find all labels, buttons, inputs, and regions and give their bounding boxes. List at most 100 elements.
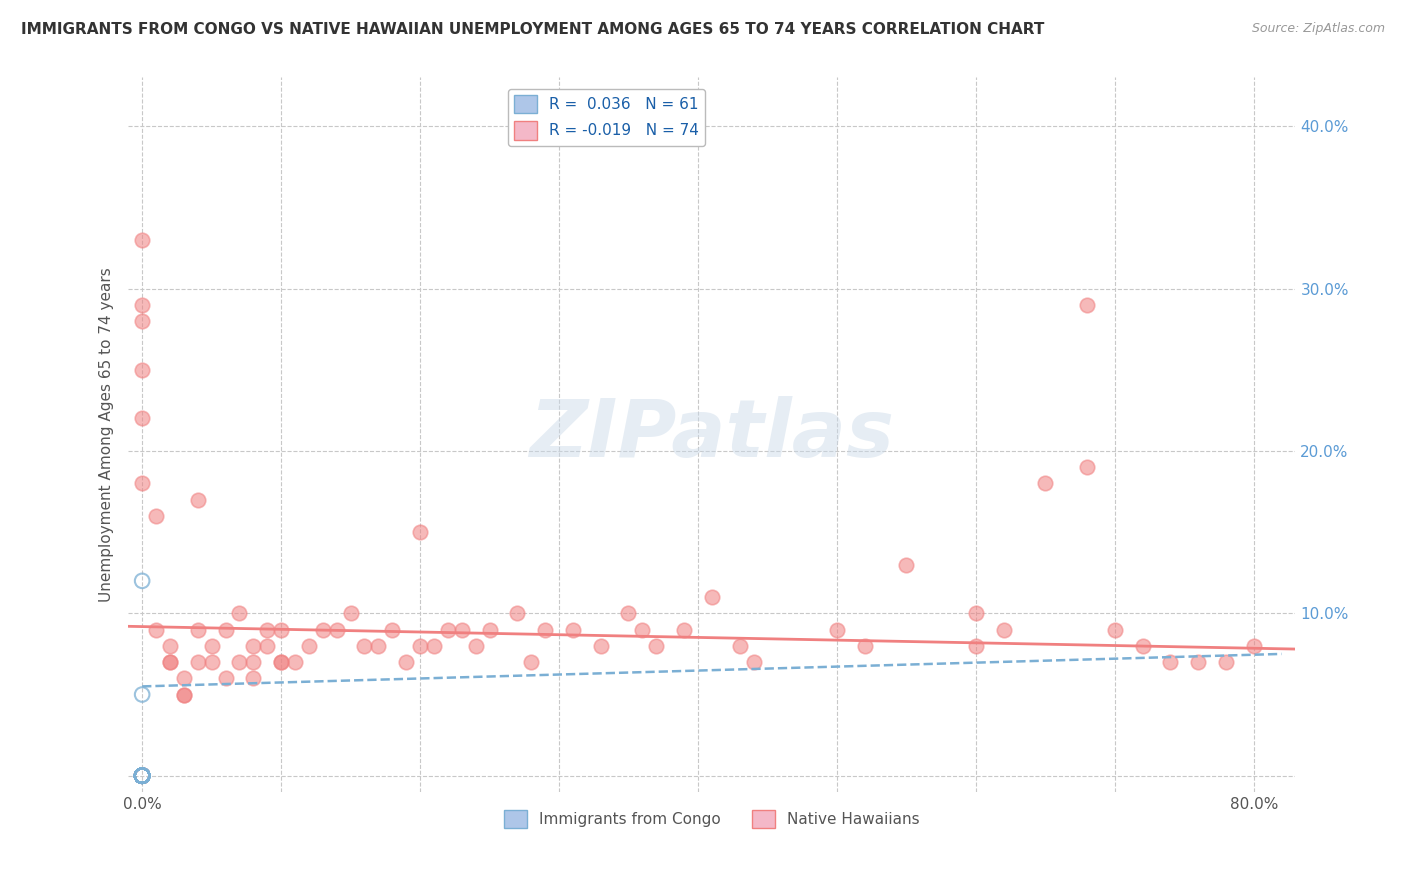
Point bbox=[131, 769, 153, 783]
Point bbox=[131, 769, 153, 783]
Point bbox=[1132, 639, 1154, 653]
Point bbox=[437, 623, 460, 637]
Point bbox=[173, 688, 195, 702]
Point bbox=[1243, 639, 1265, 653]
Point bbox=[131, 769, 153, 783]
Point bbox=[228, 607, 250, 621]
Point bbox=[173, 671, 195, 685]
Point bbox=[131, 769, 153, 783]
Point bbox=[131, 769, 153, 783]
Point bbox=[242, 655, 264, 669]
Point bbox=[256, 623, 278, 637]
Point bbox=[131, 769, 153, 783]
Point bbox=[159, 655, 181, 669]
Point bbox=[159, 639, 181, 653]
Point bbox=[965, 607, 987, 621]
Point bbox=[1076, 460, 1098, 475]
Point bbox=[131, 769, 153, 783]
Point bbox=[1033, 476, 1056, 491]
Point bbox=[173, 688, 195, 702]
Point bbox=[131, 769, 153, 783]
Point bbox=[131, 769, 153, 783]
Point bbox=[145, 508, 167, 523]
Point bbox=[270, 655, 292, 669]
Point bbox=[131, 769, 153, 783]
Point bbox=[1215, 655, 1237, 669]
Point bbox=[131, 769, 153, 783]
Point bbox=[131, 769, 153, 783]
Point bbox=[270, 655, 292, 669]
Point bbox=[728, 639, 751, 653]
Point bbox=[201, 639, 224, 653]
Point bbox=[131, 769, 153, 783]
Point bbox=[131, 769, 153, 783]
Point bbox=[131, 769, 153, 783]
Point bbox=[131, 769, 153, 783]
Point bbox=[131, 574, 153, 588]
Point bbox=[187, 655, 209, 669]
Point bbox=[214, 671, 236, 685]
Point bbox=[450, 623, 472, 637]
Point bbox=[534, 623, 557, 637]
Point bbox=[367, 639, 389, 653]
Legend: Immigrants from Congo, Native Hawaiians: Immigrants from Congo, Native Hawaiians bbox=[498, 804, 925, 834]
Point bbox=[131, 688, 153, 702]
Point bbox=[131, 769, 153, 783]
Point bbox=[339, 607, 361, 621]
Point bbox=[131, 769, 153, 783]
Point bbox=[742, 655, 765, 669]
Point bbox=[1159, 655, 1181, 669]
Point bbox=[131, 769, 153, 783]
Point bbox=[131, 769, 153, 783]
Point bbox=[423, 639, 446, 653]
Text: IMMIGRANTS FROM CONGO VS NATIVE HAWAIIAN UNEMPLOYMENT AMONG AGES 65 TO 74 YEARS : IMMIGRANTS FROM CONGO VS NATIVE HAWAIIAN… bbox=[21, 22, 1045, 37]
Point bbox=[131, 298, 153, 312]
Point bbox=[131, 769, 153, 783]
Point bbox=[214, 623, 236, 637]
Point bbox=[131, 769, 153, 783]
Point bbox=[131, 769, 153, 783]
Point bbox=[131, 769, 153, 783]
Point bbox=[131, 769, 153, 783]
Point bbox=[284, 655, 307, 669]
Point bbox=[312, 623, 335, 637]
Point bbox=[242, 671, 264, 685]
Point bbox=[131, 769, 153, 783]
Point bbox=[131, 769, 153, 783]
Point bbox=[993, 623, 1015, 637]
Point bbox=[520, 655, 543, 669]
Point bbox=[409, 639, 432, 653]
Point bbox=[131, 233, 153, 247]
Point bbox=[131, 769, 153, 783]
Point bbox=[589, 639, 612, 653]
Point bbox=[853, 639, 876, 653]
Point bbox=[131, 769, 153, 783]
Point bbox=[131, 769, 153, 783]
Point bbox=[131, 769, 153, 783]
Point bbox=[561, 623, 583, 637]
Point bbox=[131, 769, 153, 783]
Point bbox=[298, 639, 321, 653]
Point bbox=[131, 769, 153, 783]
Point bbox=[131, 476, 153, 491]
Point bbox=[228, 655, 250, 669]
Point bbox=[965, 639, 987, 653]
Point bbox=[131, 769, 153, 783]
Point bbox=[131, 769, 153, 783]
Text: Source: ZipAtlas.com: Source: ZipAtlas.com bbox=[1251, 22, 1385, 36]
Point bbox=[464, 639, 486, 653]
Point bbox=[131, 769, 153, 783]
Y-axis label: Unemployment Among Ages 65 to 74 years: Unemployment Among Ages 65 to 74 years bbox=[100, 268, 114, 602]
Point bbox=[270, 623, 292, 637]
Point bbox=[131, 411, 153, 425]
Point bbox=[631, 623, 654, 637]
Text: ZIPatlas: ZIPatlas bbox=[529, 396, 894, 474]
Point bbox=[381, 623, 404, 637]
Point bbox=[256, 639, 278, 653]
Point bbox=[353, 639, 375, 653]
Point bbox=[131, 769, 153, 783]
Point bbox=[1076, 298, 1098, 312]
Point bbox=[131, 769, 153, 783]
Point bbox=[131, 769, 153, 783]
Point bbox=[131, 769, 153, 783]
